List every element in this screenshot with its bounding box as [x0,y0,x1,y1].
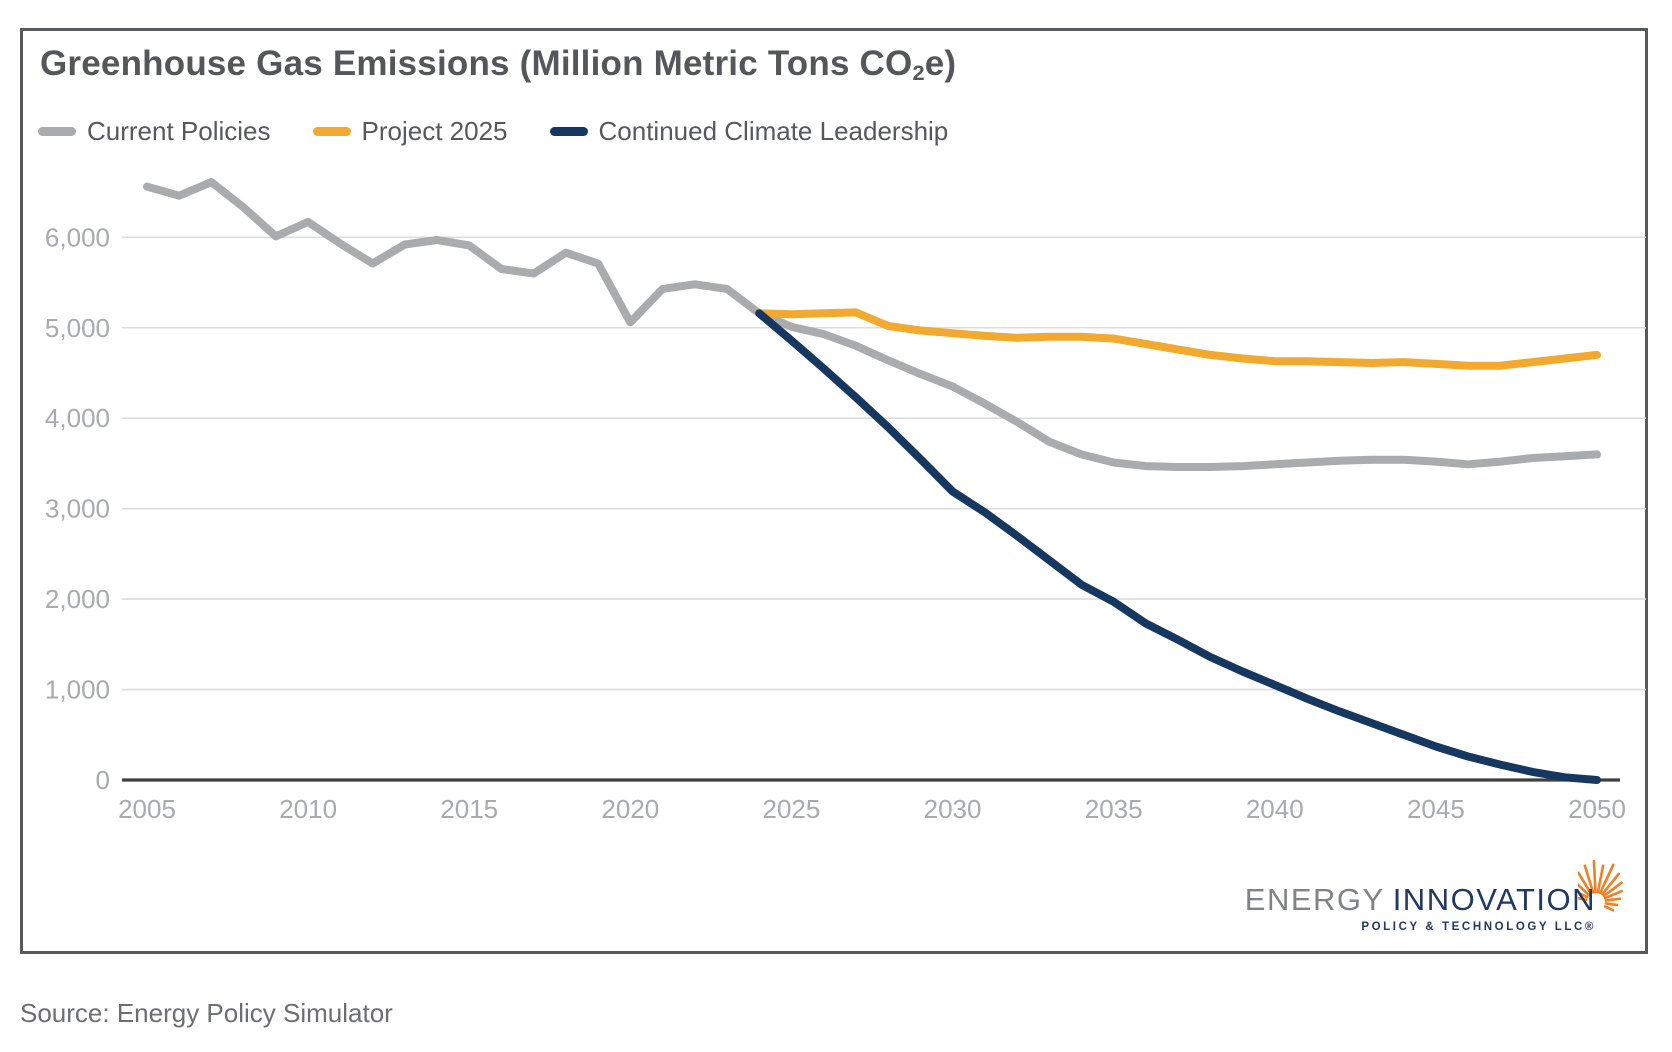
legend-swatch-continued-climate-leadership-icon [549,127,588,136]
sunburst-ray [1583,864,1595,894]
legend-label-continued-climate-leadership: Continued Climate Leadership [598,116,949,146]
legend-label-current-policies: Current Policies [87,116,271,146]
sunburst-ray [1602,881,1623,898]
legend-item-continued-climate-leadership: Continued Climate Leadership [549,116,949,147]
chart-title-prefix: Greenhouse Gas Emissions (Million Metric… [40,44,913,83]
y-tick-label: 5,000 [45,313,110,343]
sunburst-ray [1600,872,1621,896]
sunburst-ray [1604,897,1622,902]
legend-swatch-current-policies-icon [38,127,76,136]
y-tick-label: 0 [96,765,110,795]
series-line-current-policies [143,178,1601,471]
legend: Current Policies Project 2025 Continued … [38,116,990,147]
y-tick-label: 2,000 [45,584,110,614]
x-tick-label: 2010 [279,794,337,824]
x-tick-label: 2040 [1246,794,1304,824]
chart-card [20,28,1648,954]
sunburst-ray [1603,905,1615,912]
y-tick-label: 4,000 [45,403,110,433]
y-tick-label: 1,000 [45,675,110,705]
y-tick-label: 6,000 [45,222,110,252]
sunburst-ray [1603,889,1624,900]
source-note: Source: Energy Policy Simulator [20,998,393,1028]
x-tick-label: 2025 [763,794,821,824]
sunburst-icon [1578,859,1624,912]
sunburst-ray [1596,864,1605,894]
chart-title-subscript: 2 [912,59,925,85]
sunburst-ray [1598,863,1615,895]
y-tick-label: 3,000 [45,494,110,524]
x-tick-label: 2050 [1568,794,1626,824]
legend-label-project-2025: Project 2025 [361,116,508,146]
chart-title: Greenhouse Gas Emissions (Million Metric… [40,44,957,85]
x-tick-label: 2015 [440,794,498,824]
logo-wordmark: ENERGY INNOVATION [1245,884,1596,915]
sunburst-ray [1604,902,1619,907]
series-line-project-2025 [755,308,1601,370]
legend-swatch-project-2025-icon [312,127,351,136]
legend-item-project-2025: Project 2025 [312,116,508,147]
sunburst-ray [1592,859,1597,894]
sunburst-ray [1578,871,1593,895]
series-line-continued-climate-leadership [755,309,1601,784]
x-tick-label: 2045 [1407,794,1465,824]
chart-title-suffix: e) [924,44,957,83]
x-tick-label: 2030 [924,794,982,824]
sunburst-ray [1578,890,1589,899]
x-tick-label: 2020 [601,794,659,824]
logo-tagline: POLICY & TECHNOLOGY LLC® [1361,921,1596,933]
sunburst-ray [1578,882,1591,897]
x-tick-label: 2005 [118,794,176,824]
logo-word-energy: ENERGY [1244,882,1385,917]
legend-item-current-policies: Current Policies [38,116,271,147]
logo-word-innovation: INNOVATION [1392,882,1596,917]
x-tick-label: 2035 [1085,794,1143,824]
energy-innovation-logo: ENERGY INNOVATION POLICY & TECHNOLOGY LLC… [1245,884,1596,934]
sunburst-ray [1578,896,1588,902]
